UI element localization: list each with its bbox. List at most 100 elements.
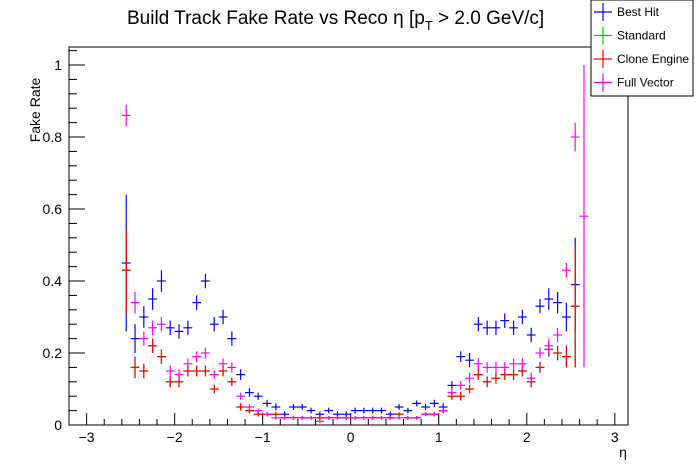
data-point [561, 345, 571, 368]
x-tick-label: 0 [347, 429, 355, 445]
data-point [306, 416, 316, 420]
x-tick-label: −1 [255, 429, 271, 445]
data-point [297, 416, 307, 420]
data-point [412, 400, 422, 407]
data-point [253, 392, 263, 400]
data-point [306, 407, 316, 414]
data-point [165, 376, 175, 388]
x-axis-label: η [619, 444, 627, 460]
series-full-vector [121, 65, 589, 424]
data-point [359, 416, 369, 420]
data-point [368, 416, 378, 420]
data-point [271, 412, 281, 417]
data-point [526, 327, 536, 343]
data-point [491, 372, 501, 384]
data-point [377, 416, 386, 420]
data-point [456, 391, 466, 401]
data-point [315, 416, 325, 420]
legend: Best Hit Standard Clone Engine Full Vector [590, 0, 694, 97]
data-point [139, 306, 149, 328]
data-point [174, 324, 184, 339]
data-point [130, 324, 140, 353]
data-point [438, 407, 448, 414]
data-point [280, 416, 290, 420]
data-point [447, 381, 457, 390]
data-point [157, 317, 166, 332]
data-point [209, 370, 219, 379]
data-point [465, 384, 474, 394]
data-point [209, 317, 219, 332]
x-tick-label: 1 [435, 429, 443, 445]
data-point [447, 389, 457, 397]
y-tick-label: 1 [54, 57, 62, 73]
data-point [535, 299, 545, 314]
data-point [473, 317, 483, 332]
data-point [526, 372, 536, 384]
data-point [553, 291, 562, 314]
data-point [165, 320, 175, 335]
data-point [517, 358, 527, 370]
data-point [570, 245, 580, 368]
data-point [394, 412, 404, 416]
series-standard [121, 227, 580, 420]
data-point [253, 408, 263, 413]
data-point [148, 320, 158, 335]
data-point [218, 309, 228, 325]
data-point [544, 338, 554, 353]
data-point [535, 347, 545, 359]
data-point [183, 320, 193, 335]
data-point [139, 331, 149, 346]
data-point [262, 412, 272, 417]
data-point [482, 362, 492, 373]
data-point [350, 416, 360, 420]
data-point [421, 404, 430, 410]
data-point [456, 381, 466, 390]
data-point [165, 365, 175, 377]
x-tick-label: 3 [611, 429, 619, 445]
data-point [192, 351, 202, 362]
data-point [245, 388, 254, 397]
data-marks [121, 65, 589, 424]
data-point [491, 320, 501, 335]
data-point [359, 407, 369, 414]
data-point [324, 407, 334, 414]
y-tick-label: 0.2 [43, 345, 63, 361]
series-clone-engine [121, 227, 580, 420]
legend-label: Full Vector [617, 76, 674, 90]
data-point [236, 403, 246, 411]
data-point [333, 416, 342, 420]
data-point [553, 327, 562, 343]
data-point [350, 407, 360, 414]
y-tick-label: 0.8 [43, 129, 63, 145]
x-tick-label: −3 [79, 429, 95, 445]
data-point [236, 369, 246, 380]
data-point [579, 65, 589, 368]
data-point [121, 227, 131, 314]
data-point [271, 403, 281, 411]
data-point [421, 412, 430, 416]
data-point [429, 399, 439, 407]
data-point [500, 313, 510, 328]
legend-box [590, 0, 694, 97]
data-point [262, 399, 272, 407]
data-point [201, 365, 210, 377]
legend-label: Clone Engine [617, 52, 689, 66]
data-point [500, 362, 510, 373]
data-point [385, 416, 395, 420]
data-point [517, 309, 527, 325]
data-point [544, 288, 554, 310]
data-point [403, 407, 413, 414]
data-point [473, 369, 483, 380]
data-point [465, 372, 474, 384]
data-point [561, 302, 571, 332]
data-point [130, 356, 140, 379]
y-axis-label: Fake Rate [27, 77, 43, 142]
plot-axes: −3 −2 −1 0 1 2 3 0 0.2 0.4 0.6 0.8 1 [43, 46, 629, 445]
data-point [465, 353, 474, 368]
series-best-hit [121, 194, 580, 418]
legend-item: Full Vector [594, 73, 674, 92]
data-point [561, 263, 571, 278]
data-point [192, 295, 202, 310]
legend-item: Clone Engine [594, 50, 689, 68]
